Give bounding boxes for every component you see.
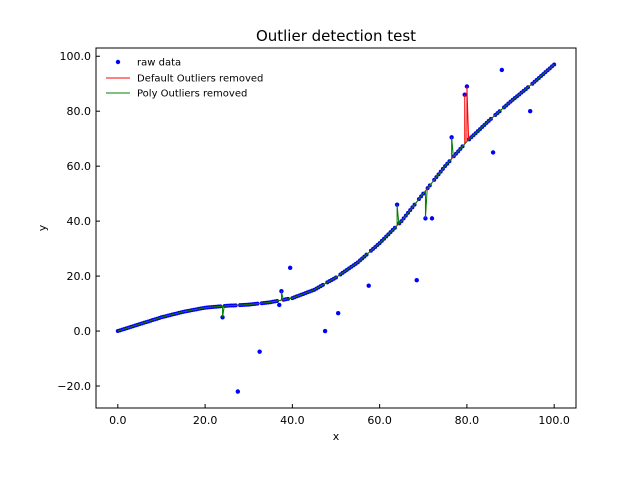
x-tick-label: 20.0 xyxy=(193,414,218,427)
legend: raw data Default Outliers removed Poly O… xyxy=(106,58,263,100)
raw-data-outlier-point xyxy=(287,265,293,271)
poly-outliers-removed-line xyxy=(117,64,555,332)
plot-area xyxy=(115,62,557,394)
raw-data-outlier-point xyxy=(414,278,419,283)
legend-label-default-outliers: Default Outliers removed xyxy=(137,74,263,85)
y-tick-label: −20.0 xyxy=(57,380,91,393)
y-tick-label: 100.0 xyxy=(60,50,92,63)
y-tick-label: 60.0 xyxy=(67,160,92,173)
y-axis-label: y xyxy=(36,224,49,231)
raw-data-outlier-point xyxy=(490,150,496,155)
y-tick-label: 80.0 xyxy=(67,105,92,118)
raw-data-outlier-point xyxy=(429,216,435,221)
raw-data-outlier-point xyxy=(499,67,505,73)
y-tick-label: 20.0 xyxy=(67,270,92,283)
x-tick-label: 0.0 xyxy=(109,414,127,427)
raw-data-outlier-point xyxy=(322,328,328,334)
plot-frame xyxy=(95,47,577,409)
legend-label-raw-data: raw data xyxy=(137,58,181,69)
y-axis: −20.0 0.0 20.0 40.0 60.0 80.0 100.0 xyxy=(57,50,100,393)
x-axis-label: x xyxy=(333,430,340,443)
y-tick-label: 0.0 xyxy=(74,325,92,338)
raw-data-outlier-point xyxy=(235,389,241,394)
x-tick-label: 40.0 xyxy=(280,414,305,427)
legend-marker-raw-data xyxy=(115,59,121,65)
x-tick-label: 100.0 xyxy=(538,414,570,427)
raw-data-outlier-point xyxy=(366,283,371,288)
x-tick-label: 80.0 xyxy=(455,414,480,427)
raw-data-outlier-point xyxy=(257,349,262,354)
x-tick-label: 60.0 xyxy=(367,414,392,427)
legend-label-poly-outliers: Poly Outliers removed xyxy=(137,89,247,100)
y-tick-label: 40.0 xyxy=(67,215,92,228)
raw-data-outlier-point xyxy=(527,109,533,114)
raw-data-outlier-point xyxy=(335,310,341,316)
raw-data-outlier-point xyxy=(277,302,282,308)
chart-title: Outlier detection test xyxy=(256,27,416,45)
x-axis: 0.0 20.0 40.0 60.0 80.0 100.0 xyxy=(109,404,570,427)
